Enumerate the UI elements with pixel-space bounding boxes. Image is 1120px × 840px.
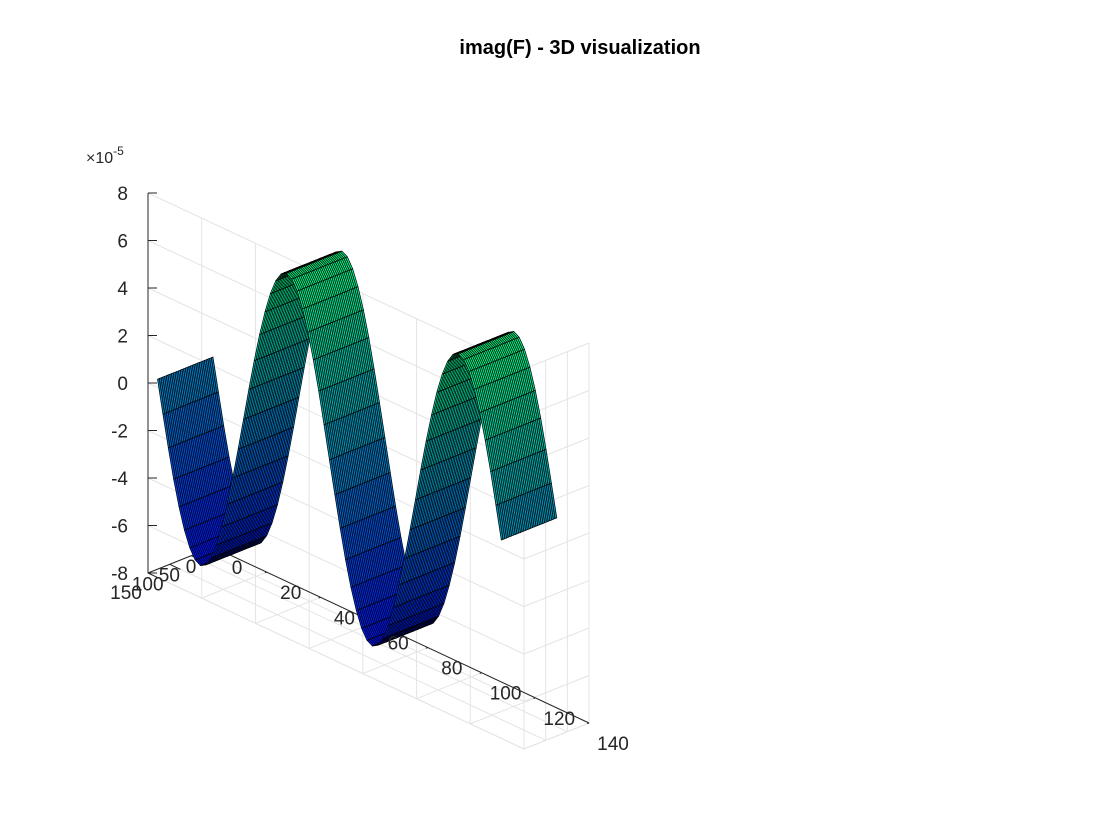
x-tick-label: 40	[334, 608, 355, 629]
z-tick-label: -2	[111, 422, 128, 443]
z-tick-label: 6	[117, 232, 128, 253]
x-tick-label: 80	[441, 659, 462, 680]
x-tick-label: 120	[543, 709, 575, 730]
x-tick-mark	[479, 672, 482, 674]
chart-title: imag(F) - 3D visualization	[459, 37, 700, 59]
y-tick-mark	[147, 572, 159, 579]
x-tick-mark	[533, 697, 536, 700]
z-tick-label: -6	[111, 517, 128, 538]
x-tick-mark	[318, 596, 321, 599]
x-tick-label: 100	[490, 684, 522, 705]
y-tick-label: 50	[159, 566, 180, 587]
z-tick-label: -8	[111, 564, 128, 585]
side-wall-grid-line-z	[523, 532, 590, 560]
svg-text:×10-5: ×10-5	[86, 144, 124, 167]
x-tick-mark	[587, 722, 590, 725]
z-tick-label: 2	[117, 327, 128, 348]
y-tick-label: 0	[186, 557, 197, 578]
surface-patch	[157, 378, 165, 415]
side-wall-grid-line-z	[523, 722, 590, 750]
y-tick-label: 100	[132, 574, 164, 595]
y-tick-mark	[169, 563, 181, 570]
floor-grid-line-y	[169, 563, 546, 741]
z-tick-label: 8	[117, 184, 128, 205]
z-tick-label: -4	[111, 469, 128, 490]
surface-mesh	[157, 250, 558, 647]
z-tick-label: 0	[117, 374, 128, 395]
x-tick-mark	[264, 571, 267, 574]
z-exponent-label: ×10-5	[86, 144, 124, 167]
side-wall-grid-line-z	[523, 580, 590, 607]
x-tick-label: 20	[280, 583, 301, 604]
x-tick-label: 60	[388, 633, 409, 654]
x-tick-label: 140	[597, 734, 629, 755]
side-wall-grid-line-z	[523, 342, 590, 370]
x-tick-label: 0	[232, 558, 243, 579]
z-tick-label: 4	[117, 279, 128, 300]
side-wall-grid-line-z	[523, 627, 590, 655]
y-tick-label: 150	[110, 583, 142, 604]
back-wall-grid-line-z	[147, 572, 525, 750]
x-tick-mark	[425, 647, 429, 649]
